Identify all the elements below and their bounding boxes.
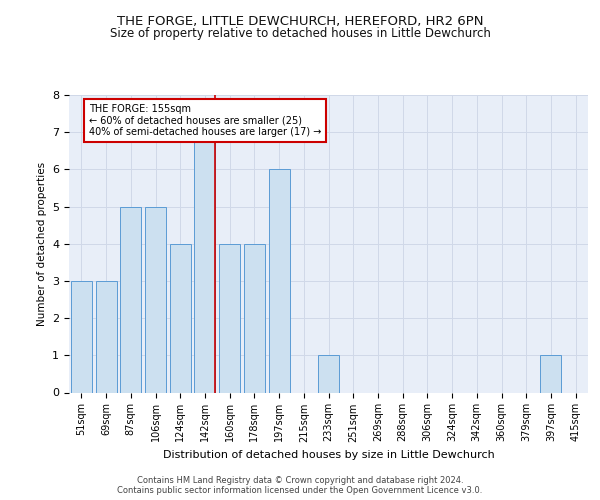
Bar: [194, 132, 215, 392]
Bar: [219, 244, 240, 392]
Bar: [95, 281, 116, 392]
Text: Contains HM Land Registry data © Crown copyright and database right 2024.
Contai: Contains HM Land Registry data © Crown c…: [118, 476, 482, 495]
Bar: [541, 356, 562, 393]
Text: Size of property relative to detached houses in Little Dewchurch: Size of property relative to detached ho…: [110, 28, 490, 40]
Y-axis label: Number of detached properties: Number of detached properties: [37, 162, 47, 326]
Bar: [170, 244, 191, 392]
Bar: [120, 206, 141, 392]
Bar: [318, 356, 339, 393]
Text: THE FORGE: 155sqm
← 60% of detached houses are smaller (25)
40% of semi-detached: THE FORGE: 155sqm ← 60% of detached hous…: [89, 104, 321, 138]
Text: THE FORGE, LITTLE DEWCHURCH, HEREFORD, HR2 6PN: THE FORGE, LITTLE DEWCHURCH, HEREFORD, H…: [117, 15, 483, 28]
Bar: [269, 170, 290, 392]
Bar: [145, 206, 166, 392]
Bar: [71, 281, 92, 392]
Bar: [244, 244, 265, 392]
X-axis label: Distribution of detached houses by size in Little Dewchurch: Distribution of detached houses by size …: [163, 450, 494, 460]
